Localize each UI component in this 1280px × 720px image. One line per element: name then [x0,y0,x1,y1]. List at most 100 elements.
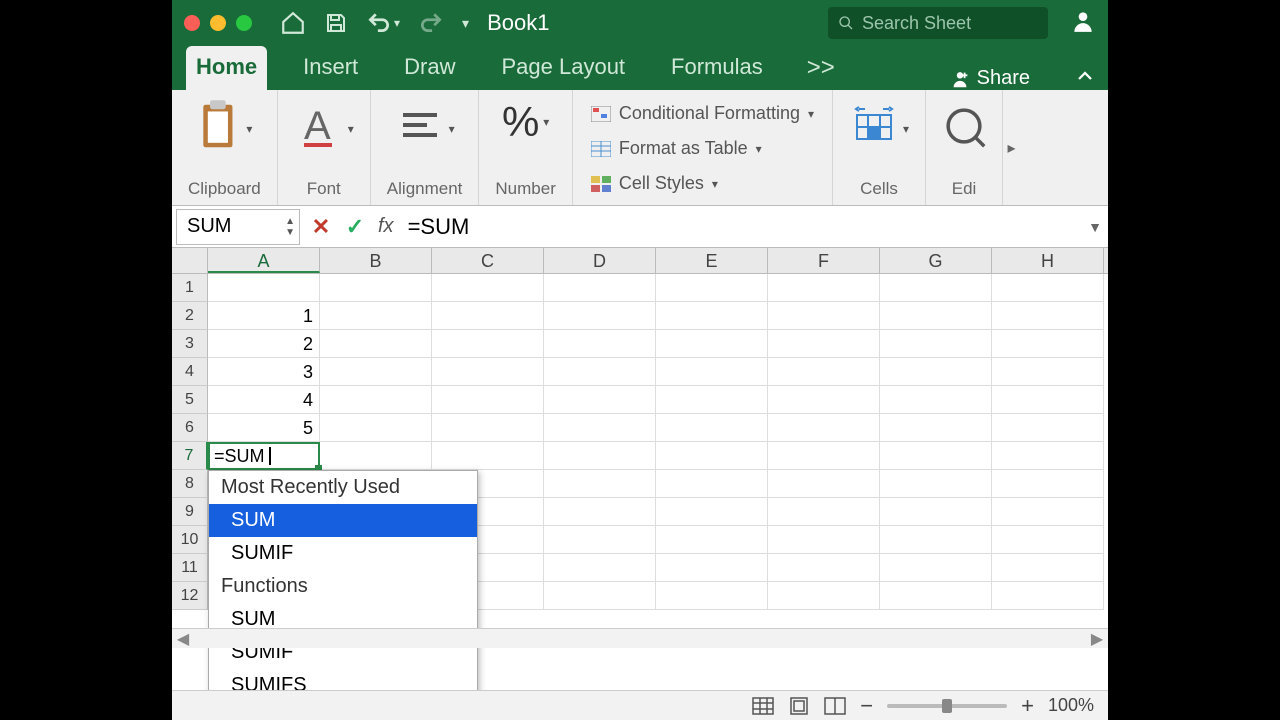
cell[interactable] [656,470,768,498]
cell[interactable] [320,442,432,470]
cell[interactable] [992,274,1104,302]
format-as-table-button[interactable]: Format as Table ▾ [591,133,762,164]
cell[interactable] [992,526,1104,554]
cell[interactable] [656,582,768,610]
font-dropdown-icon[interactable]: ▾ [348,122,354,136]
cell[interactable] [432,414,544,442]
maximize-window-button[interactable] [236,15,252,31]
cell[interactable] [768,274,880,302]
cell[interactable]: 5 [208,414,320,442]
tab-home[interactable]: Home [186,46,267,90]
cell[interactable] [656,358,768,386]
cell[interactable] [880,386,992,414]
row-header[interactable]: 7 [172,442,208,470]
tab-draw[interactable]: Draw [394,46,465,90]
cells-dropdown-icon[interactable]: ▾ [903,122,909,136]
autocomplete-item[interactable]: SUMIF [209,537,477,570]
cell[interactable] [880,274,992,302]
cell[interactable] [880,554,992,582]
cell[interactable]: 4 [208,386,320,414]
minimize-window-button[interactable] [210,15,226,31]
cell[interactable] [656,554,768,582]
page-break-view-icon[interactable] [824,697,846,715]
paste-dropdown-icon[interactable]: ▾ [246,122,252,136]
cell[interactable] [544,470,656,498]
cell[interactable] [992,386,1104,414]
cell[interactable] [544,582,656,610]
autocomplete-item[interactable]: SUM [209,504,477,537]
share-button[interactable]: Share [949,67,1036,90]
normal-view-icon[interactable] [752,697,774,715]
cell[interactable] [544,442,656,470]
select-all-corner[interactable] [172,248,208,273]
cell[interactable] [768,386,880,414]
cell[interactable] [656,386,768,414]
ribbon-scroll-right[interactable]: ▸ [1002,90,1020,205]
cell[interactable] [432,386,544,414]
page-layout-view-icon[interactable] [788,697,810,715]
zoom-out-button[interactable]: − [860,693,873,719]
cell-styles-button[interactable]: Cell Styles ▾ [591,168,718,199]
undo-icon[interactable]: ▾ [366,10,400,36]
tab-insert[interactable]: Insert [293,46,368,90]
cancel-formula-button[interactable]: ✕ [304,214,338,240]
row-header[interactable]: 9 [172,498,208,526]
cell[interactable] [768,582,880,610]
cell[interactable] [320,330,432,358]
cell[interactable] [544,274,656,302]
cell[interactable] [880,358,992,386]
cell[interactable] [880,470,992,498]
column-header[interactable]: C [432,248,544,273]
row-header[interactable]: 2 [172,302,208,330]
column-header[interactable]: F [768,248,880,273]
cell[interactable] [544,386,656,414]
cell[interactable] [768,330,880,358]
zoom-level[interactable]: 100% [1048,695,1094,716]
fx-icon[interactable]: fx [378,215,394,238]
row-header[interactable]: 11 [172,554,208,582]
cell[interactable] [544,526,656,554]
cell[interactable] [320,386,432,414]
cell[interactable] [544,330,656,358]
row-header[interactable]: 12 [172,582,208,610]
name-box[interactable]: SUM ▲▼ [176,209,300,245]
cells-icon[interactable] [849,98,899,159]
row-header[interactable]: 8 [172,470,208,498]
redo-icon[interactable] [418,10,444,36]
more-tabs-button[interactable]: >> [799,46,843,90]
cell[interactable] [432,274,544,302]
cell[interactable]: 1 [208,302,320,330]
cell[interactable] [432,442,544,470]
column-header[interactable]: A [208,248,320,273]
cell[interactable] [768,414,880,442]
cell[interactable] [656,526,768,554]
close-window-button[interactable] [184,15,200,31]
cell[interactable] [992,554,1104,582]
cell[interactable] [768,498,880,526]
cell[interactable] [992,442,1104,470]
cell[interactable] [768,302,880,330]
cell[interactable] [432,302,544,330]
cell[interactable] [992,498,1104,526]
column-header[interactable]: H [992,248,1104,273]
cell[interactable] [992,358,1104,386]
home-icon[interactable] [280,10,306,36]
cell[interactable] [320,414,432,442]
paste-icon[interactable] [196,98,242,159]
alignment-dropdown-icon[interactable]: ▾ [449,122,455,136]
font-icon[interactable]: A [294,98,344,159]
cell[interactable] [656,498,768,526]
cell[interactable] [320,302,432,330]
cell[interactable] [880,330,992,358]
account-icon[interactable] [1070,8,1096,39]
cell[interactable] [768,470,880,498]
cell[interactable]: 2 [208,330,320,358]
cell[interactable] [880,582,992,610]
cell[interactable] [544,358,656,386]
active-cell-editor[interactable]: =SUM [208,442,320,470]
zoom-in-button[interactable]: + [1021,693,1034,719]
horizontal-scrollbar[interactable]: ◀ ▶ [172,628,1108,648]
zoom-slider[interactable] [887,704,1007,708]
cell[interactable] [880,414,992,442]
alignment-icon[interactable] [395,98,445,159]
